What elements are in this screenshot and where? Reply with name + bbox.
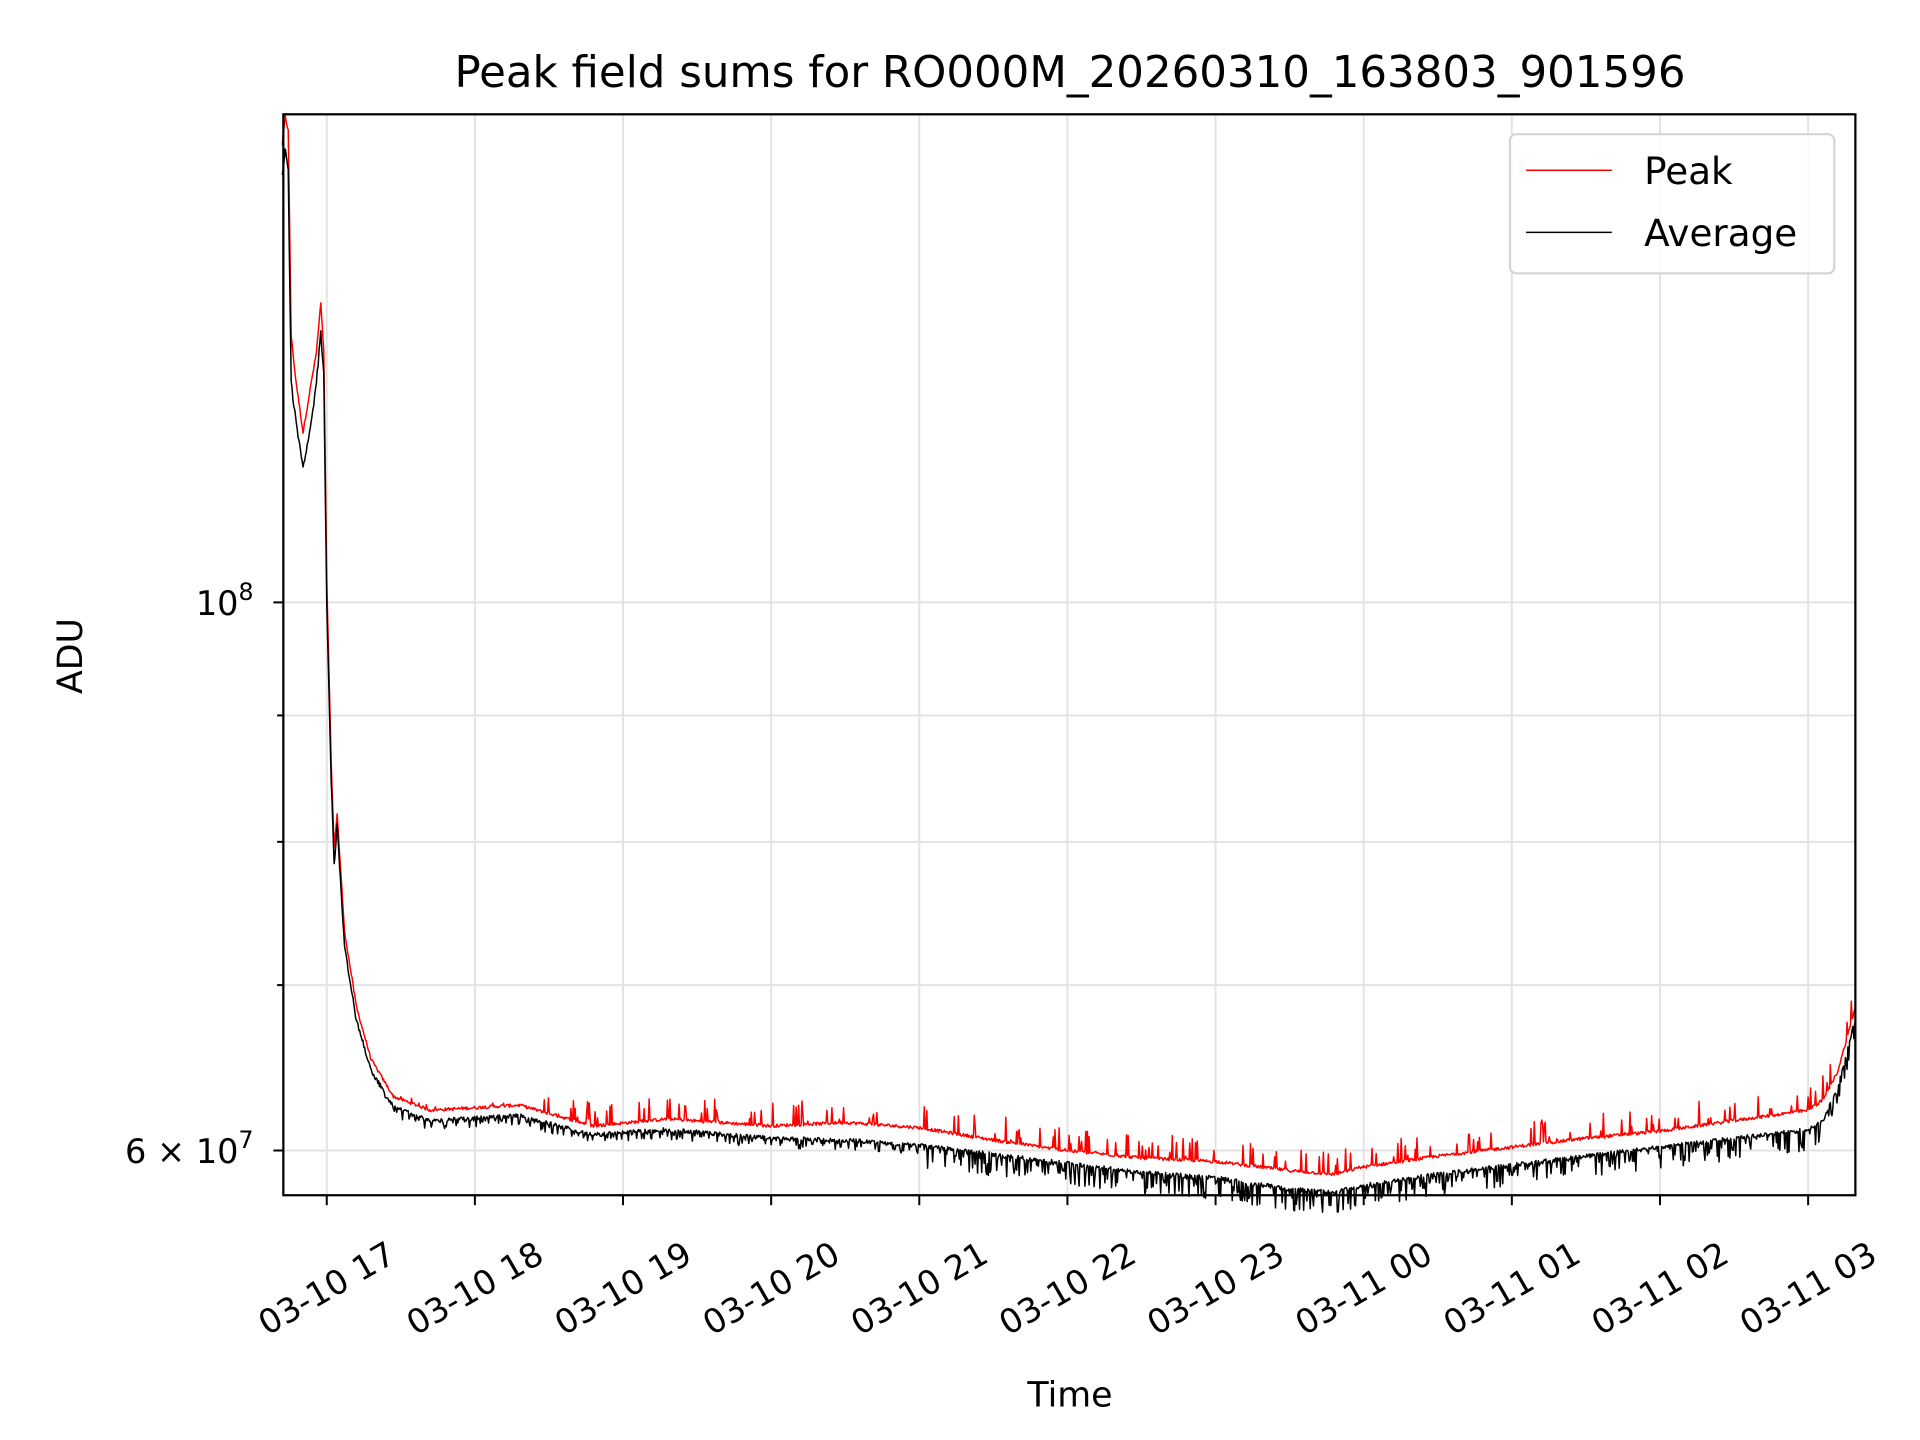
series-line-average xyxy=(281,148,1856,1213)
y-tick-label: 108 xyxy=(196,578,254,623)
x-tick-label: 03-11 03 xyxy=(1733,1234,1883,1343)
x-tick-label: 03-11 02 xyxy=(1585,1234,1735,1343)
x-tick-label: 03-10 20 xyxy=(696,1234,846,1343)
x-tick-label: 03-10 19 xyxy=(548,1234,698,1343)
plot-frame xyxy=(282,113,1857,1197)
legend: Peak Average xyxy=(1508,133,1836,275)
x-tick-label: 03-10 21 xyxy=(844,1234,994,1343)
x-tick-label: 03-11 01 xyxy=(1437,1234,1587,1343)
y-tick-label: 6 × 107 xyxy=(125,1126,253,1171)
x-axis-label: Time xyxy=(1026,1375,1112,1415)
x-tick-label: 03-10 22 xyxy=(992,1234,1142,1343)
chart-title: Peak field sums for RO000M_20260310_1638… xyxy=(454,48,1685,98)
grid xyxy=(283,114,1856,1196)
x-tick-label: 03-10 18 xyxy=(400,1234,550,1343)
legend-box xyxy=(1508,133,1836,275)
legend-peak-label: Peak xyxy=(1644,149,1733,193)
x-tick-label: 03-10 17 xyxy=(252,1234,402,1343)
y-axis-label: ADU xyxy=(51,618,91,694)
legend-average-label: Average xyxy=(1644,211,1797,255)
x-tick-label: 03-10 23 xyxy=(1141,1234,1291,1343)
x-tick-label: 03-11 00 xyxy=(1289,1234,1439,1343)
y-axis: 6 × 107 108 xyxy=(125,578,284,1171)
series-line-peak xyxy=(281,114,1856,1177)
plot-lines xyxy=(281,114,1856,1213)
